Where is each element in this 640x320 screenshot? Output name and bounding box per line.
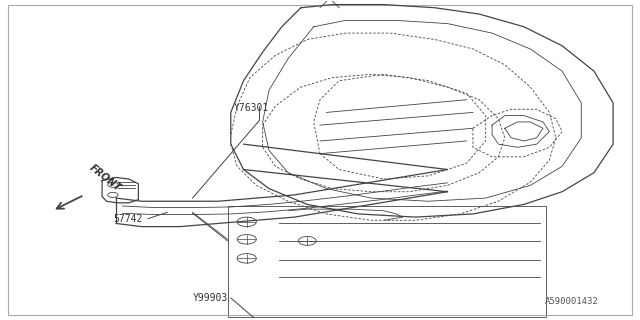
Text: Y76301: Y76301 <box>234 103 269 113</box>
Text: Y99903: Y99903 <box>193 293 228 303</box>
Text: A590001432: A590001432 <box>545 297 598 306</box>
Bar <box>228 206 546 317</box>
Text: FRONT: FRONT <box>88 163 123 193</box>
Text: 57742: 57742 <box>113 214 142 224</box>
